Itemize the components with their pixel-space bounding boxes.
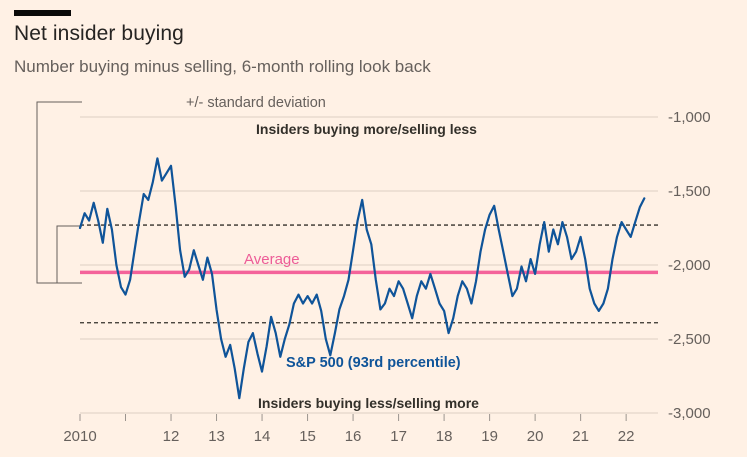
sp500-series-label: S&P 500 (93rd percentile): [286, 355, 461, 371]
x-tick-label: 21: [572, 428, 589, 445]
x-tick-label: 14: [254, 428, 271, 445]
x-tick-label: 19: [481, 428, 498, 445]
std-dev-label: +/- standard deviation: [186, 95, 326, 111]
average-label: Average: [244, 251, 300, 268]
x-tick-label: 17: [390, 428, 407, 445]
y-tick-label: -2,500: [668, 331, 711, 348]
y-tick-label: -2,000: [668, 257, 711, 274]
x-tick-label: 18: [436, 428, 453, 445]
chart-subtitle: Number buying minus selling, 6-month rol…: [14, 57, 431, 76]
y-tick-label: -1,500: [668, 183, 711, 200]
std-dev-bracket-inner: [56, 225, 82, 283]
y-tick-label: -3,000: [668, 405, 711, 422]
x-tick-label: 12: [163, 428, 180, 445]
x-tick-label: 2010: [63, 428, 96, 445]
gridlines: [80, 116, 658, 414]
buying-more-label: Insiders buying more/selling less: [256, 121, 477, 137]
x-tick-label: 13: [208, 428, 225, 445]
x-tick-label: 15: [299, 428, 316, 445]
sp500-series-line: [78, 157, 646, 400]
x-tick-label: 20: [527, 428, 544, 445]
buying-less-label: Insiders buying less/selling more: [258, 395, 479, 411]
y-axis-labels: -1,000 -1,500 -2,000 -2,500 -3,000: [668, 109, 711, 422]
accent-bar: [14, 10, 71, 16]
std-dev-bracket-outer: [36, 101, 82, 284]
chart-title: Net insider buying: [14, 22, 184, 45]
x-tick-label: 16: [345, 428, 362, 445]
y-tick-label: -1,000: [668, 109, 711, 126]
x-tick-label: 22: [618, 428, 635, 445]
x-axis: 2010 12 13 14 15 16 17 18 19 20 21 22: [63, 414, 634, 445]
